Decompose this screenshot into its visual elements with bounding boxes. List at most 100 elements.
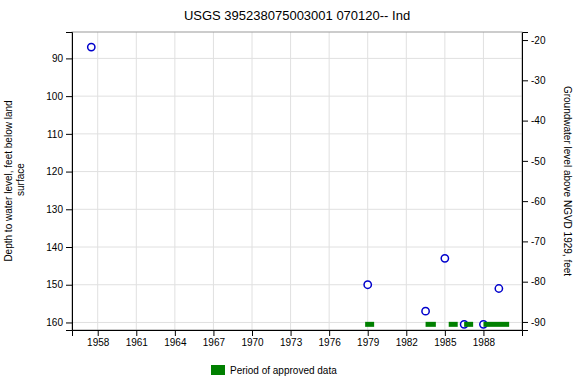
marks	[88, 43, 510, 328]
grid-line-x	[252, 32, 253, 330]
tick: 110	[47, 129, 72, 140]
tick-mark	[522, 121, 528, 122]
tick: 100	[46, 91, 72, 102]
tick-label: 90	[52, 53, 64, 64]
tick-mark	[483, 330, 484, 336]
tick-mark	[406, 330, 407, 336]
tick-label: 100	[46, 91, 63, 102]
tick-label: 1973	[280, 337, 303, 348]
tick-label: 1958	[87, 337, 110, 348]
grid-line-y	[72, 247, 522, 248]
tick-label: 150	[46, 279, 63, 290]
series	[365, 324, 509, 325]
grid-line-y	[72, 58, 522, 59]
tick: -80	[522, 276, 546, 287]
chart: 1958 1961 1964 1967 1970 1973 1976 1979 1982 1985…	[0, 0, 576, 384]
tick-mark	[213, 330, 214, 336]
grid-line-x	[329, 32, 330, 330]
tick: 1988	[473, 330, 496, 348]
tick-label: 110	[47, 129, 63, 140]
y2-axis-label: Groundwater level above NGVD 1929, feet	[562, 86, 573, 276]
tick: 120	[46, 166, 72, 177]
tick-label: -80	[531, 276, 546, 287]
tick-mark	[66, 96, 72, 97]
tick: 1964	[164, 330, 187, 348]
tick: -60	[522, 196, 546, 207]
tick: 1970	[241, 330, 264, 348]
tick-mark	[66, 58, 72, 59]
tick-mark	[445, 330, 446, 336]
tick: -40	[522, 115, 546, 126]
tick-label: 1979	[357, 337, 380, 348]
tick-mark	[252, 330, 253, 336]
tick-mark	[66, 285, 72, 286]
tick-mark	[522, 161, 528, 162]
tick: -20	[522, 35, 546, 46]
grid-line-x	[213, 32, 214, 330]
tick: 130	[46, 204, 72, 215]
tick: 1967	[203, 330, 226, 348]
tick-label: 1985	[434, 337, 457, 348]
grid-line-y	[72, 133, 522, 134]
tick-mark	[368, 330, 369, 336]
tick: -70	[522, 236, 546, 247]
tick: 140	[46, 242, 72, 253]
tick: 1973	[280, 330, 303, 348]
tick: 1976	[319, 330, 342, 348]
tick-mark	[522, 201, 528, 202]
tick-label: -50	[531, 156, 546, 167]
y2-axis-label-line: Groundwater level above NGVD 1929, feet	[562, 86, 573, 276]
title: USGS 395238075003001 070120-- Ind	[184, 8, 410, 23]
tick-label: 130	[46, 204, 63, 215]
tick-label: -30	[531, 75, 546, 86]
axis-line	[523, 33, 529, 331]
approved-segment	[483, 322, 509, 327]
data-point	[364, 281, 371, 288]
approved-segment	[365, 322, 374, 327]
tick-label: -70	[531, 236, 546, 247]
tick-label: 1967	[203, 337, 226, 348]
tick: 1982	[396, 330, 419, 348]
tick: 1961	[126, 330, 149, 348]
tick: 1985	[434, 330, 457, 348]
tick-label: 140	[46, 242, 63, 253]
y-axis-label-line: surface	[15, 163, 26, 199]
y-axis: 90100110120130140150160	[46, 33, 72, 331]
tick-label: -90	[531, 317, 546, 328]
legend-item: Period of approved data	[211, 365, 337, 376]
y2-axis: -20 -30 -40 -50 -60 -70 -80 -90	[522, 33, 546, 331]
tick-label: 1961	[126, 337, 149, 348]
tick-label: 120	[46, 166, 63, 177]
tick: -50	[522, 156, 546, 167]
data-point	[441, 255, 448, 262]
tick-mark	[522, 282, 528, 283]
tick-label: 1976	[319, 337, 342, 348]
tick-mark	[522, 40, 528, 41]
data-point	[495, 285, 502, 292]
grid-line-x	[97, 32, 98, 330]
tick-mark	[66, 209, 72, 210]
plot-frame	[72, 32, 522, 330]
approved-segment	[449, 322, 458, 327]
x-axis: 1958 1961 1964 1967 1970 1973 1976 1979 1982 1985…	[73, 330, 523, 348]
grid-line-y	[72, 171, 522, 172]
tick: 1958	[87, 330, 110, 348]
data-point	[88, 43, 95, 50]
tick: 90	[52, 53, 72, 64]
grid-line-x	[174, 32, 175, 330]
tick-mark	[66, 134, 72, 135]
axis-line	[66, 33, 73, 331]
grid-line-y	[72, 209, 522, 210]
tick-mark	[175, 330, 176, 336]
legend-swatch	[211, 365, 225, 375]
tick-label: -20	[531, 35, 546, 46]
tick-mark	[329, 330, 330, 336]
series	[88, 43, 503, 328]
tick-mark	[98, 330, 99, 336]
approved-segment	[426, 322, 436, 327]
plot-area: 1958 1961 1964 1967 1970 1973 1976 1979 1982 1985…	[3, 32, 573, 348]
tick: 150	[46, 279, 72, 290]
grid-line-x	[406, 32, 407, 330]
grid-line-y	[72, 284, 522, 285]
tick-label: -40	[531, 115, 546, 126]
